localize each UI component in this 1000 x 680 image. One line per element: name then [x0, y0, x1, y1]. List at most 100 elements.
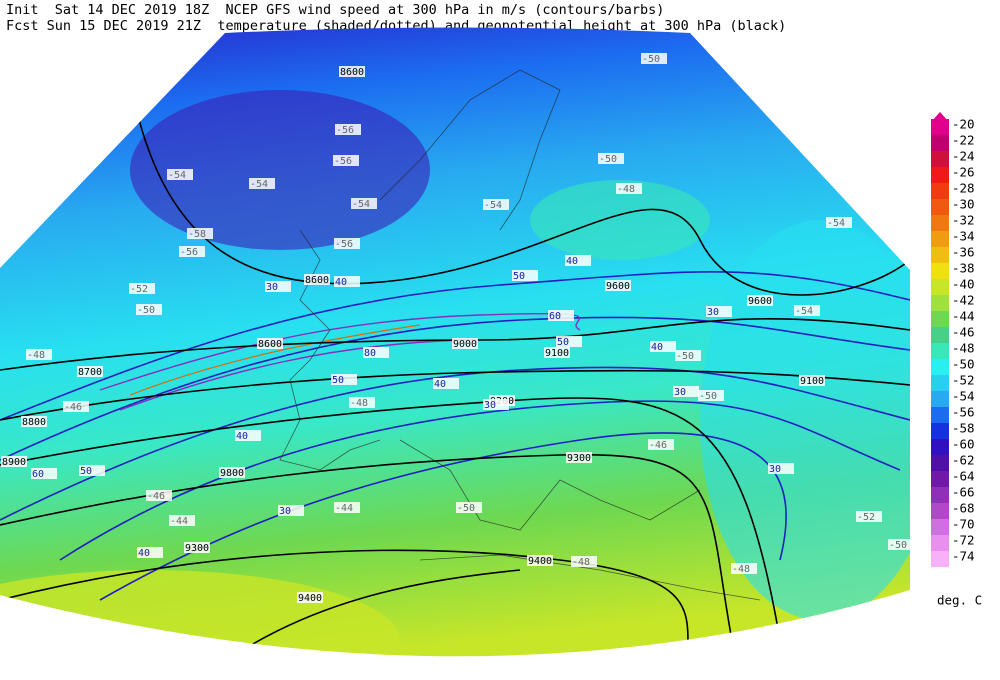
colorbar-swatch — [931, 343, 949, 359]
colorbar-label: -20 — [952, 117, 975, 132]
wind-label-box — [768, 463, 794, 474]
colorbar-label: -58 — [952, 421, 975, 436]
temperature-label-box — [333, 155, 359, 166]
wind-label-box — [483, 399, 509, 410]
temperature-label-box — [616, 183, 642, 194]
wind-label: 40 — [566, 256, 578, 267]
height-label: 9600 — [748, 296, 772, 307]
colorbar-swatch — [931, 215, 949, 231]
temperature-label-box — [571, 556, 597, 567]
wind-label: 30 — [279, 506, 291, 517]
wind-label: 30 — [707, 307, 719, 318]
colorbar-label: -54 — [952, 389, 975, 404]
temperature-label: -52 — [857, 512, 875, 523]
temperature-label: -54 — [168, 170, 186, 181]
temperature-label: -48 — [350, 398, 368, 409]
height-label-box — [77, 366, 103, 377]
colorbar-swatch — [931, 151, 949, 167]
colorbar-label: -70 — [952, 517, 975, 532]
colorbar-swatch — [931, 423, 949, 439]
colorbar-unit: deg. C — [937, 593, 982, 608]
temperature-label: -54 — [484, 200, 502, 211]
wind-label-box — [265, 281, 291, 292]
colorbar-swatch — [931, 295, 949, 311]
height-label-box — [184, 542, 210, 553]
height-label-box — [1, 456, 27, 467]
height-label-box — [21, 416, 47, 427]
temperature-label: -50 — [137, 305, 155, 316]
wind-label-box — [137, 547, 163, 558]
height-label-box — [544, 347, 570, 358]
temperature-label: -48 — [27, 350, 45, 361]
colorbar-label: -44 — [952, 309, 975, 324]
colorbar-swatch — [931, 247, 949, 263]
height-label: 9300 — [567, 453, 591, 464]
wind-label-box — [512, 270, 538, 281]
colorbar-swatch — [931, 391, 949, 407]
temperature-label: -48 — [617, 184, 635, 195]
temperature-label: -58 — [188, 229, 206, 240]
wind-label-box — [565, 255, 591, 266]
height-label: 9300 — [185, 543, 209, 554]
colorbar-swatch — [931, 359, 949, 375]
temperature-label-box — [179, 246, 205, 257]
jet-max — [129, 324, 421, 396]
colorbar-swatch — [931, 471, 949, 487]
height-label-box — [304, 274, 330, 285]
wind-label-box — [650, 341, 676, 352]
colorbar-swatch — [931, 311, 949, 327]
wind-label: 60 — [549, 311, 561, 322]
colorbar-swatch — [931, 375, 949, 391]
wind-label-box — [673, 386, 699, 397]
temperature-label: -56 — [335, 239, 353, 250]
height-label-box — [219, 467, 245, 478]
wind-label: 40 — [236, 431, 248, 442]
colorbar-swatch — [931, 119, 949, 135]
wind-label: 30 — [266, 282, 278, 293]
wind-label: 50 — [513, 271, 525, 282]
colorbar-swatch — [931, 135, 949, 151]
colorbar-swatch — [931, 199, 949, 215]
colorbar-swatch — [931, 519, 949, 535]
colorbar-swatch — [931, 503, 949, 519]
wind-label: 40 — [138, 548, 150, 559]
temperature-label-box — [334, 238, 360, 249]
temperature-label-box — [794, 305, 820, 316]
colorbar-swatch — [931, 263, 949, 279]
colorbar-label: -36 — [952, 245, 975, 260]
wind-label-box — [79, 465, 105, 476]
colorbar-label: -56 — [952, 405, 975, 420]
colorbar-label: -42 — [952, 293, 975, 308]
temperature-label-box — [335, 124, 361, 135]
temperature-label-box — [698, 390, 724, 401]
colorbar-label: -68 — [952, 501, 975, 516]
temperature-label-box — [249, 178, 275, 189]
temperature-label: -56 — [334, 156, 352, 167]
colorbar-label: -74 — [952, 549, 975, 564]
colorbar-label: -62 — [952, 453, 975, 468]
temperature-label: -50 — [889, 540, 907, 551]
colorbar-swatch — [931, 279, 949, 295]
temperature-label: -54 — [352, 199, 370, 210]
colorbar-label: -26 — [952, 165, 975, 180]
temperature-label: -56 — [336, 125, 354, 136]
height-label-box — [566, 452, 592, 463]
colorbar-label: -30 — [952, 197, 975, 212]
height-label: 8900 — [2, 457, 26, 468]
temperature-label-box — [826, 217, 852, 228]
colorbar-label: -28 — [952, 181, 975, 196]
wind-label: 40 — [335, 277, 347, 288]
colorbar-label: -66 — [952, 485, 975, 500]
height-label-box — [527, 555, 553, 566]
wind-label-box — [334, 276, 360, 287]
colorbar-swatch — [931, 535, 949, 551]
map-area — [0, 27, 910, 657]
height-label: 9800 — [220, 468, 244, 479]
temperature-label-box — [675, 350, 701, 361]
wind-label-box — [235, 430, 261, 441]
temperature-label: -50 — [599, 154, 617, 165]
map-labels: 8600860086008700880089009000910091009200… — [1, 53, 914, 604]
height-label-box — [605, 280, 631, 291]
colorbar-label: -52 — [952, 373, 975, 388]
height-label-box — [452, 338, 478, 349]
